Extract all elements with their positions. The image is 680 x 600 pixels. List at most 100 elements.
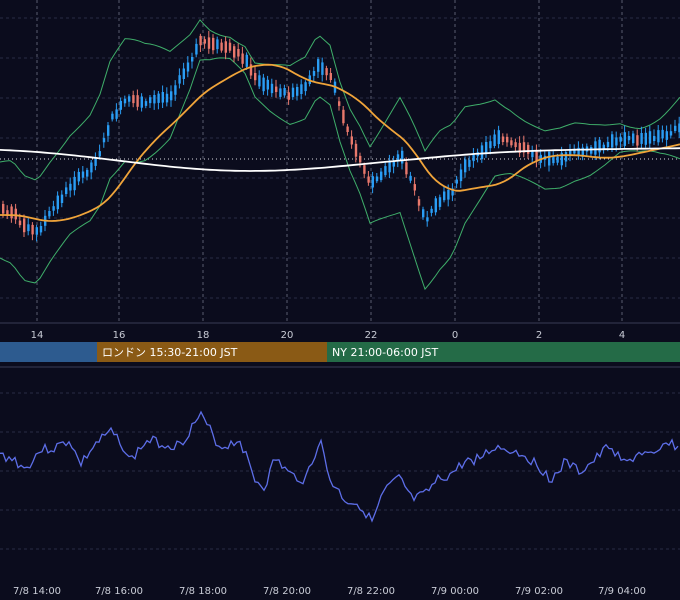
candle-up xyxy=(472,154,475,162)
candle-up xyxy=(648,131,652,144)
candle-down xyxy=(354,143,358,157)
main-x-tick-label: 2 xyxy=(536,330,542,341)
candle-up xyxy=(195,43,198,55)
main-x-tick-label: 20 xyxy=(281,330,294,341)
candle-up xyxy=(443,191,446,201)
candle-up xyxy=(371,176,374,188)
candle-down xyxy=(203,39,206,44)
candle-up xyxy=(598,139,601,153)
candle-up xyxy=(144,101,148,106)
candle-up xyxy=(65,187,68,194)
candle-up xyxy=(581,147,584,157)
candle-down xyxy=(254,73,257,81)
candle-up xyxy=(615,137,618,146)
candle-down xyxy=(207,37,211,49)
candle-down xyxy=(228,42,232,51)
candle-up xyxy=(81,171,85,178)
candle-up xyxy=(157,93,160,103)
candle-up xyxy=(480,145,484,160)
candle-down xyxy=(350,136,353,145)
candle-up xyxy=(464,159,467,173)
candle-up xyxy=(384,166,387,176)
candle-up xyxy=(573,149,576,154)
candle-down xyxy=(233,46,236,58)
candle-up xyxy=(430,208,433,213)
candle-up xyxy=(258,75,261,87)
candle-up xyxy=(497,130,500,145)
oscillator-line xyxy=(0,410,679,523)
candle-down xyxy=(220,42,223,51)
candle-up xyxy=(678,123,680,133)
candle-up xyxy=(111,113,114,120)
candle-up xyxy=(77,171,80,182)
candle-up xyxy=(447,190,450,200)
candle-down xyxy=(237,49,240,57)
candle-up xyxy=(39,226,43,233)
candle-up xyxy=(56,195,59,210)
candle-up xyxy=(627,136,631,141)
main-x-tick-label: 0 xyxy=(452,330,458,341)
session-london-bar xyxy=(97,342,327,362)
candle-down xyxy=(338,101,341,106)
candle-up xyxy=(493,134,496,146)
candle-up xyxy=(48,211,51,217)
candle-up xyxy=(632,133,635,144)
candle-up xyxy=(165,93,169,103)
candle-up xyxy=(115,109,118,119)
candle-up xyxy=(611,134,614,148)
candle-up xyxy=(560,152,563,166)
candle-up xyxy=(388,160,391,173)
main-x-tick-label: 14 xyxy=(31,330,44,341)
candle-up xyxy=(107,125,110,136)
oscillator-panel xyxy=(0,410,679,523)
candle-up xyxy=(27,224,30,232)
candle-up xyxy=(300,84,303,94)
candle-down xyxy=(510,140,513,146)
candle-down xyxy=(2,204,5,214)
candle-up xyxy=(438,197,442,207)
candle-up xyxy=(619,136,622,142)
moving-average-short xyxy=(0,63,680,222)
candle-up xyxy=(304,82,307,92)
candle-down xyxy=(132,95,135,104)
candle-up xyxy=(60,194,64,203)
candle-up xyxy=(640,133,643,144)
candle-up xyxy=(426,217,429,222)
candle-up xyxy=(161,92,164,103)
candle-down xyxy=(275,86,278,92)
candle-down xyxy=(527,144,530,154)
candle-up xyxy=(86,169,89,177)
candle-up xyxy=(657,130,660,143)
candle-down xyxy=(287,92,290,100)
candle-up xyxy=(455,179,458,184)
candle-down xyxy=(14,208,17,220)
candle-down xyxy=(6,210,9,215)
candle-up xyxy=(434,198,437,213)
candle-down xyxy=(413,184,416,191)
candle-down xyxy=(367,176,370,183)
candle-down xyxy=(212,37,215,51)
candle-up xyxy=(270,83,274,94)
main-x-tick-label: 22 xyxy=(365,330,378,341)
candle-down xyxy=(514,142,517,148)
candle-up xyxy=(594,141,597,155)
candle-up xyxy=(661,129,664,139)
candle-down xyxy=(501,136,505,142)
main-x-tick-label: 16 xyxy=(113,330,126,341)
oscillator-x-tick-label: 7/9 04:00 xyxy=(598,586,646,597)
candlestick-series xyxy=(2,30,680,242)
candle-up xyxy=(279,88,282,97)
candle-up xyxy=(182,68,185,79)
candle-up xyxy=(296,87,299,96)
candle-up xyxy=(283,88,286,96)
main-x-tick-label: 18 xyxy=(197,330,210,341)
candle-up xyxy=(644,132,647,145)
candle-up xyxy=(375,176,379,182)
candle-up xyxy=(312,71,316,76)
candle-up xyxy=(94,157,97,166)
candle-down xyxy=(31,224,34,235)
candle-down xyxy=(405,162,408,175)
candle-up xyxy=(128,96,131,102)
candle-up xyxy=(665,131,668,140)
